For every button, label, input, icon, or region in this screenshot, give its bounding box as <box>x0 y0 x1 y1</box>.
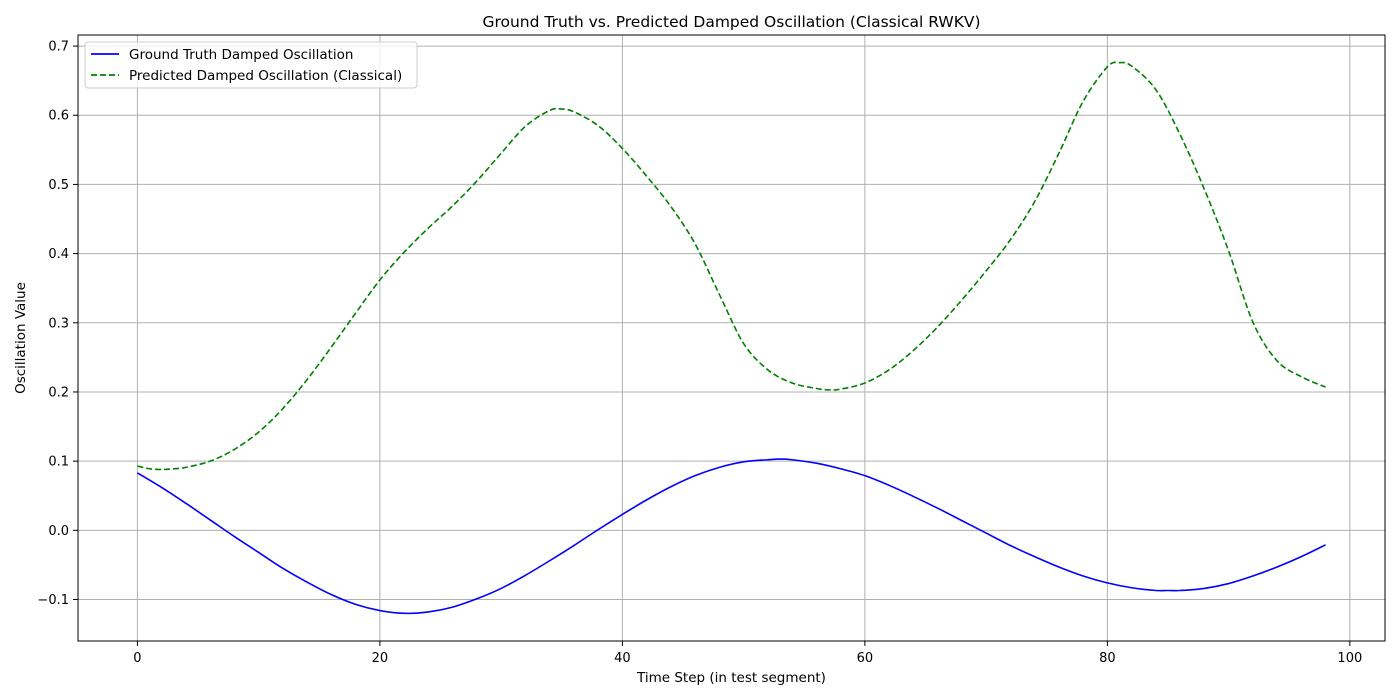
x-axis-label: Time Step (in test segment) <box>636 670 826 686</box>
plot-area-border <box>77 34 1386 642</box>
x-tick-label: 40 <box>614 651 631 666</box>
legend-label-ground-truth: Ground Truth Damped Oscillation <box>129 47 353 63</box>
x-tick-label: 80 <box>1099 651 1116 666</box>
y-tick-label: 0.6 <box>48 109 69 124</box>
y-tick-label: −0.1 <box>37 593 69 608</box>
y-tick-label: 0.1 <box>48 455 69 470</box>
legend-label-predicted: Predicted Damped Oscillation (Classical) <box>129 68 402 84</box>
x-tick-label: 20 <box>372 651 389 666</box>
legend-box <box>84 41 418 89</box>
x-tick-label: 60 <box>857 651 874 666</box>
chart-title: Ground Truth vs. Predicted Damped Oscill… <box>482 13 980 31</box>
y-tick-label: 0.0 <box>48 524 69 539</box>
y-tick-label: 0.2 <box>48 385 69 400</box>
y-tick-label: 0.3 <box>48 316 69 331</box>
series-layer <box>136 61 1326 615</box>
grid <box>78 35 1385 641</box>
y-axis-label: Oscillation Value <box>13 282 29 394</box>
x-tick-label: 0 <box>133 651 141 666</box>
y-tick-label: 0.7 <box>48 40 69 55</box>
axis-ticks: 0 20 40 60 80 100 −0.1 0.0 0.1 0.2 0.3 0.4 0.5 0.6 0.7 <box>37 40 1362 666</box>
ground-truth-line <box>136 458 1326 615</box>
legend: Ground Truth Damped Oscillation Predicte… <box>84 41 418 89</box>
predicted-line <box>137 61 1326 471</box>
x-tick-label: 100 <box>1337 651 1362 666</box>
y-tick-label: 0.4 <box>48 247 69 262</box>
y-tick-label: 0.5 <box>48 178 69 193</box>
